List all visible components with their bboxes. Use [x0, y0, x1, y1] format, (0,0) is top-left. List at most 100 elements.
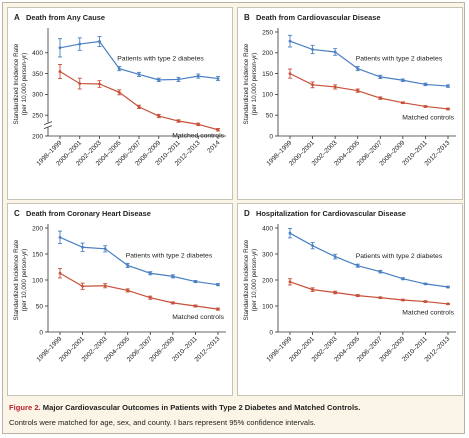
axis-break-gap — [44, 122, 52, 128]
data-point — [81, 245, 84, 249]
data-point — [401, 101, 405, 105]
data-point — [148, 271, 152, 275]
y-axis-label: Standardized Incidence Rate — [243, 43, 250, 124]
chart-death-any-cause: A Death from Any Cause Standardized Incide… — [13, 13, 226, 167]
data-point — [311, 244, 314, 248]
data-point — [356, 294, 360, 297]
series-label: Matched controls — [402, 309, 454, 316]
data-point — [333, 255, 337, 258]
y-axis-unit-label: (per 10,000 person-yr) — [251, 249, 258, 312]
data-point — [103, 284, 107, 288]
y-tick-label: 50 — [36, 303, 44, 310]
data-point — [194, 304, 197, 308]
figure-caption: Figure 2. Major Cardiovascular Outcomes … — [7, 401, 463, 432]
data-point — [98, 82, 101, 86]
panel-hospitalization-cardiovascular: D Hospitalization for Cardiovascular Dise… — [237, 203, 463, 396]
caption-label: Figure 2. — [9, 403, 41, 412]
data-point — [78, 82, 82, 85]
x-tick-label: 2014 — [206, 139, 221, 154]
y-tick-label: 250 — [262, 29, 273, 36]
y-tick-label: 350 — [32, 71, 43, 78]
panel-title: Death from Coronary Heart Disease — [26, 209, 151, 218]
data-point — [333, 50, 337, 54]
series-line — [289, 73, 449, 110]
panel-letter: C — [14, 209, 20, 218]
y-tick-label: 100 — [32, 277, 43, 284]
data-point — [356, 67, 360, 71]
data-point — [216, 128, 220, 132]
y-tick-label: 100 — [262, 92, 273, 99]
y-tick-label: 0 — [269, 133, 273, 140]
y-axis-label: Standardized Incidence Rate — [13, 43, 20, 124]
data-point — [216, 307, 220, 311]
y-axis-unit-label: (per 10,000 person-yr) — [21, 53, 28, 116]
data-point — [311, 48, 314, 51]
series-line — [289, 281, 449, 305]
axis-break-mark — [43, 125, 53, 129]
data-point — [117, 67, 121, 71]
data-point — [126, 264, 130, 267]
data-point — [81, 284, 84, 288]
series-label: Matched controls — [172, 314, 224, 321]
data-point — [446, 302, 450, 306]
panel-title: Death from Any Cause — [26, 13, 105, 22]
data-point — [288, 72, 292, 75]
data-point — [424, 105, 427, 108]
y-tick-label: 150 — [262, 71, 273, 78]
data-point — [148, 296, 152, 300]
series-label: Patients with type 2 diabetes — [356, 56, 443, 63]
data-point — [196, 122, 200, 126]
y-axis-label: Standardized Incidence Rate — [243, 239, 250, 320]
data-point — [356, 264, 360, 268]
data-point — [333, 291, 337, 294]
chart-hospitalization-cardiovascular: D Hospitalization for Cardiovascular Dise… — [243, 209, 456, 363]
data-point — [378, 270, 382, 274]
data-point — [216, 283, 220, 287]
axis-break-mark — [43, 121, 53, 125]
data-point — [446, 285, 450, 289]
y-axis-unit-label: (per 10,000 person-yr) — [21, 249, 28, 312]
series-line — [59, 71, 219, 131]
data-point — [333, 85, 337, 89]
data-point — [356, 89, 360, 93]
data-point — [424, 83, 427, 86]
y-tick-label: 0 — [39, 329, 43, 336]
y-axis-unit-label: (per 10,000 person-yr) — [251, 53, 258, 116]
panel-death-cardiovascular: B Death from Cardiovascular Disease Standa… — [237, 7, 463, 200]
data-point — [311, 288, 314, 292]
series-line — [289, 232, 449, 288]
panel-letter: A — [14, 13, 20, 22]
data-point — [157, 114, 161, 118]
series-label: Patients with type 2 diabetes — [117, 56, 204, 63]
data-point — [171, 301, 175, 305]
data-point — [157, 78, 161, 82]
data-point — [401, 298, 405, 302]
data-point — [216, 77, 220, 80]
chart-death-coronary: C Death from Coronary Heart Disease Standa… — [13, 209, 226, 363]
data-point — [378, 96, 382, 100]
data-point — [378, 75, 382, 79]
y-tick-label: 250 — [32, 113, 43, 120]
data-point — [58, 271, 62, 275]
data-point — [98, 40, 101, 43]
caption-note: Controls were matched for age, sex, and … — [9, 418, 316, 427]
data-point — [288, 280, 292, 284]
data-point — [177, 78, 180, 81]
y-tick-label: 200 — [32, 133, 43, 140]
data-point — [58, 235, 62, 239]
data-point — [424, 300, 427, 303]
series-label: Matched controls — [172, 133, 224, 140]
series-label: Matched controls — [402, 114, 454, 121]
data-point — [311, 83, 314, 87]
data-point — [424, 282, 427, 286]
data-point — [103, 247, 107, 251]
y-axis-label: Standardized Incidence Rate — [13, 239, 20, 320]
data-point — [446, 84, 450, 88]
data-point — [78, 42, 82, 46]
series-label: Patients with type 2 diabetes — [126, 252, 213, 259]
data-point — [117, 90, 121, 94]
data-point — [58, 70, 62, 73]
data-point — [58, 46, 62, 50]
data-point — [194, 280, 197, 283]
data-point — [196, 74, 200, 78]
